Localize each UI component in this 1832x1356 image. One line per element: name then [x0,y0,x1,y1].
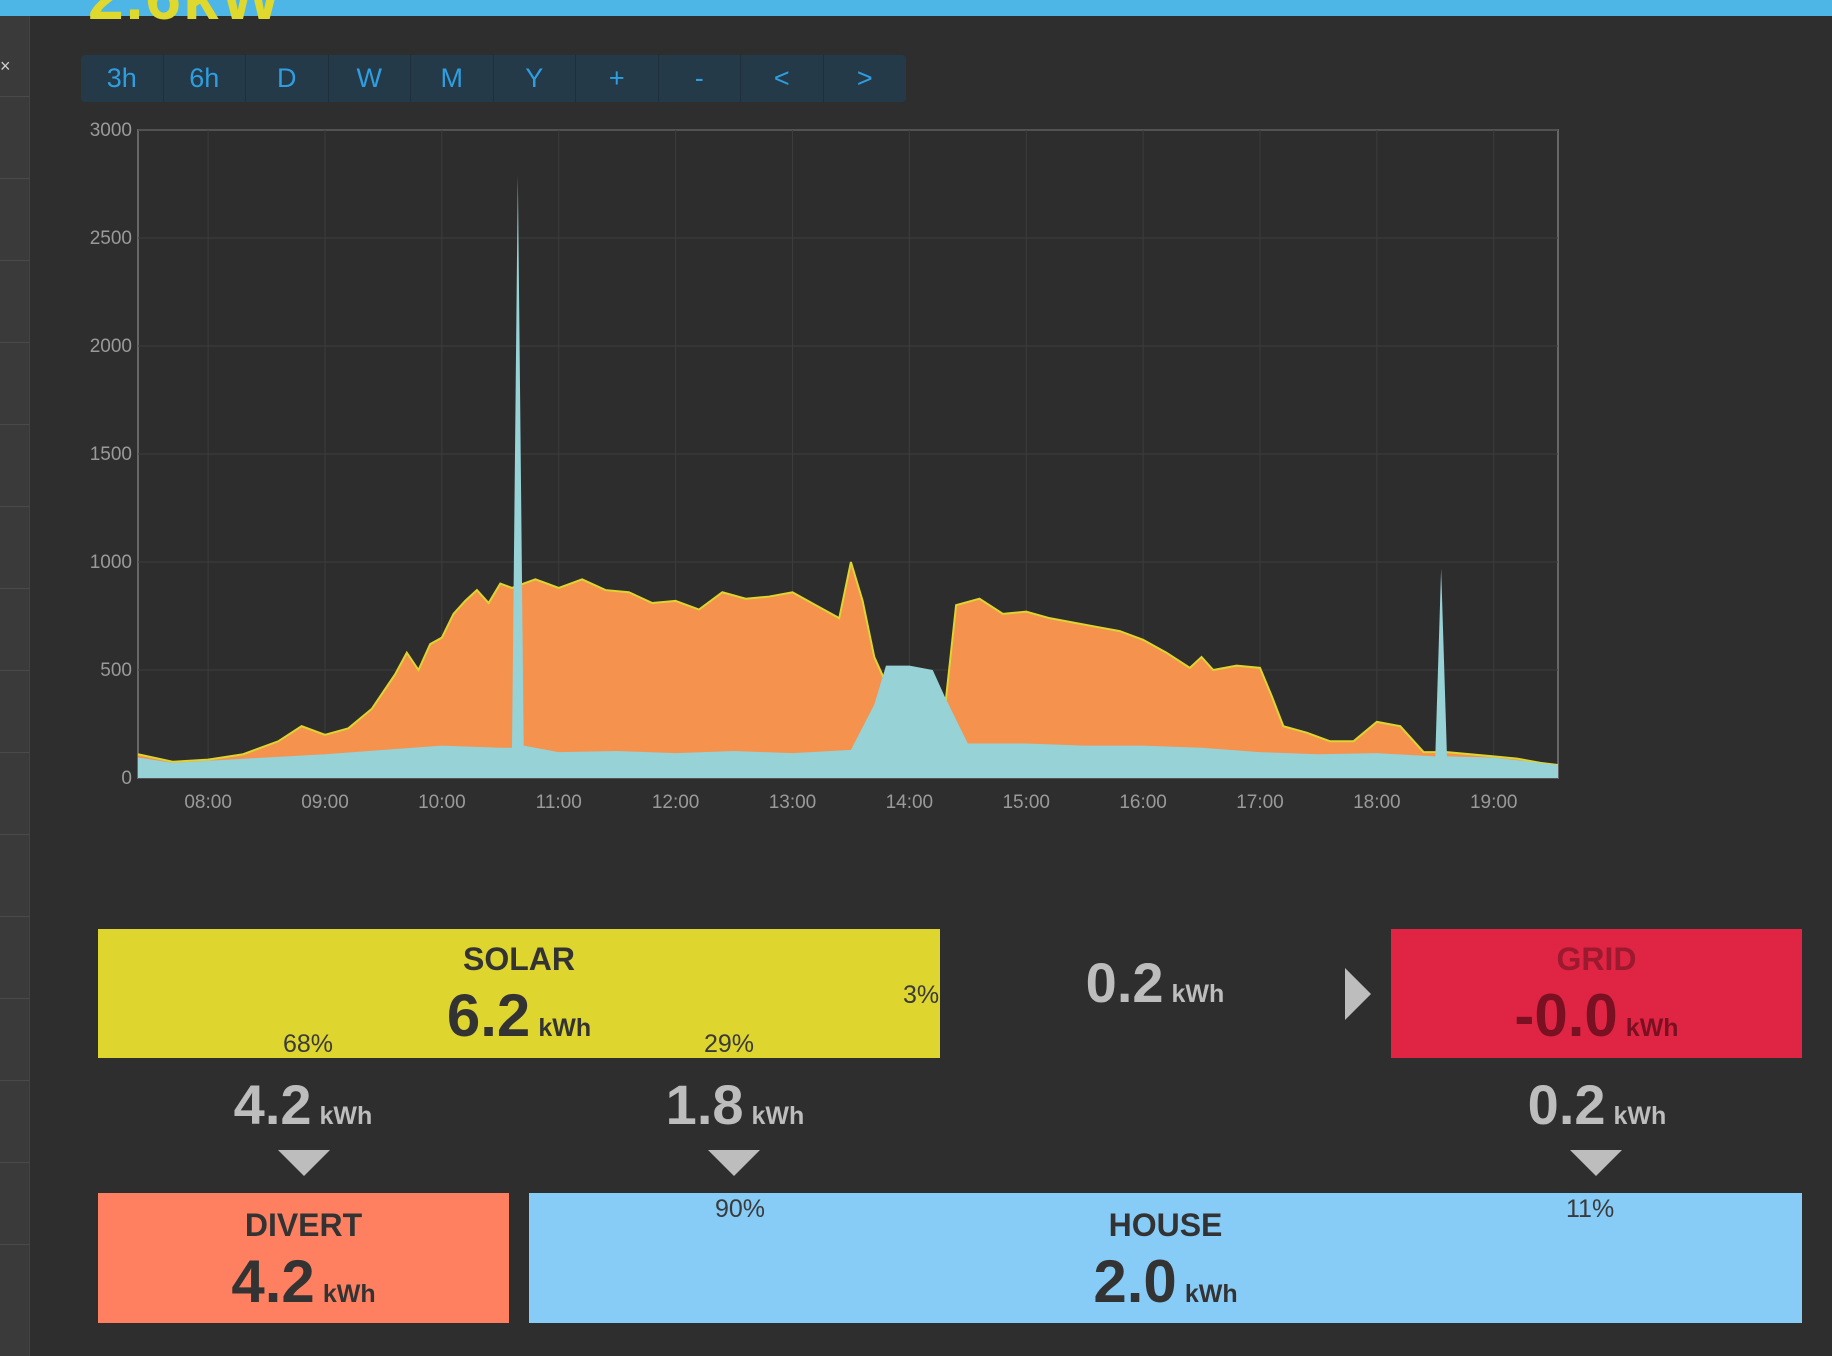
y-tick-label: 0 [121,768,132,789]
range-year-button[interactable]: Y [494,55,576,102]
grid-label: GRID [1556,941,1637,977]
grid-kwh: -0.0 [1514,982,1618,1049]
divert-value: 4.2 kWh [98,1247,509,1316]
sidebar-divider [0,1244,29,1245]
solar-house-pct: 29% [704,1030,755,1058]
divert-label: DIVERT [244,1207,363,1243]
range-3h-button[interactable]: 3h [81,55,164,102]
divert-arrow-icon [278,1150,330,1176]
time-range-toolbar: 3h 6h D W M Y + - < > [81,55,906,102]
power-reading: 2.6kW [88,0,283,34]
x-tick-label: 15:00 [1002,792,1050,813]
y-tick-label: 500 [100,660,132,681]
export-unit: kWh [1171,980,1225,1008]
series-solar-line [137,561,1559,767]
zoom-in-button[interactable]: + [576,55,659,102]
x-tick-label: 10:00 [418,792,466,813]
house-box: 90% 11% HOUSE 2.0 kWh [529,1193,1802,1323]
grid-to-house-value: 0.2 kWh [1472,1072,1722,1137]
sidebar-divider [0,998,29,999]
solar-to-house-unit: kWh [751,1102,805,1130]
sidebar-divider [0,96,29,97]
y-tick-label: 2000 [90,336,132,357]
range-6h-button[interactable]: 6h [164,55,246,102]
sidebar-divider [0,916,29,917]
sidebar-divider [0,342,29,343]
divert-box: DIVERT 4.2 kWh [98,1193,509,1323]
house-solar-arrow-icon [708,1150,760,1176]
export-arrow-icon [1345,968,1371,1020]
sidebar-divider [0,506,29,507]
sidebar: × [0,16,30,1356]
house-grid-arrow-icon [1570,1150,1622,1176]
range-day-button[interactable]: D [246,55,329,102]
house-value: 2.0 kWh [529,1247,1802,1316]
grid-value: -0.0 kWh [1391,981,1802,1050]
export-flow-value: 0.2 kWh [1040,950,1270,1015]
grid-box: GRID -0.0 kWh [1391,929,1802,1058]
grid-to-house-kwh: 0.2 [1527,1073,1606,1136]
sidebar-divider [0,834,29,835]
sidebar-divider [0,178,29,179]
divert-unit: kWh [322,1280,376,1308]
x-tick-label: 12:00 [652,792,700,813]
house-unit: kWh [1184,1280,1238,1308]
x-tick-label: 16:00 [1119,792,1167,813]
pan-left-button[interactable]: < [741,55,824,102]
zoom-out-button[interactable]: - [659,55,741,102]
solar-divert-pct: 68% [283,1030,334,1058]
sidebar-divider [0,1080,29,1081]
x-tick-label: 08:00 [184,792,232,813]
x-tick-label: 17:00 [1236,792,1284,813]
divert-kwh: 4.2 [231,1248,315,1315]
y-tick-label: 2500 [90,228,132,249]
solar-label: SOLAR [463,941,575,977]
sidebar-divider [0,752,29,753]
solar-box: SOLAR 6.2 kWh 68% 29% 3% [98,929,940,1058]
solar-grid-pct: 3% [903,981,940,1009]
sidebar-divider [0,588,29,589]
grid-unit: kWh [1625,1014,1679,1042]
house-grid-pct: 11% [1566,1195,1615,1223]
top-accent-bar [0,0,1832,16]
power-chart[interactable]: 0 500 1000 1500 2000 2500 3000 08:00 09:00 10:00 1… [70,115,1810,895]
house-solar-pct: 90% [715,1195,766,1223]
sidebar-divider [0,1162,29,1163]
y-tick-label: 3000 [90,120,132,141]
close-icon[interactable]: × [0,56,11,76]
house-label: HOUSE [1108,1207,1223,1243]
range-month-button[interactable]: M [411,55,494,102]
solar-to-house-kwh: 1.8 [665,1073,744,1136]
x-tick-label: 19:00 [1470,792,1518,813]
sidebar-divider [0,424,29,425]
sidebar-divider [0,260,29,261]
sidebar-divider [0,670,29,671]
solar-to-house-value: 1.8 kWh [610,1072,860,1137]
x-tick-label: 11:00 [536,792,582,813]
house-kwh: 2.0 [1093,1248,1177,1315]
x-tick-label: 18:00 [1353,792,1401,813]
solar-kwh: 6.2 [446,982,531,1049]
series-solar-divert-area [138,562,1558,778]
solar-unit: kWh [538,1014,592,1042]
pan-right-button[interactable]: > [856,63,873,93]
y-tick-label: 1000 [90,552,132,573]
solar-to-divert-unit: kWh [319,1102,373,1130]
grid-to-house-unit: kWh [1613,1102,1667,1130]
x-tick-label: 13:00 [769,792,817,813]
solar-to-divert-kwh: 4.2 [233,1073,312,1136]
x-tick-label: 14:00 [886,792,934,813]
range-week-button[interactable]: W [329,55,411,102]
y-tick-label: 1500 [90,444,132,465]
solar-value: 6.2 kWh [98,981,940,1050]
solar-to-divert-value: 4.2 kWh [178,1072,428,1137]
x-tick-label: 09:00 [301,792,349,813]
export-kwh: 0.2 [1085,951,1164,1014]
